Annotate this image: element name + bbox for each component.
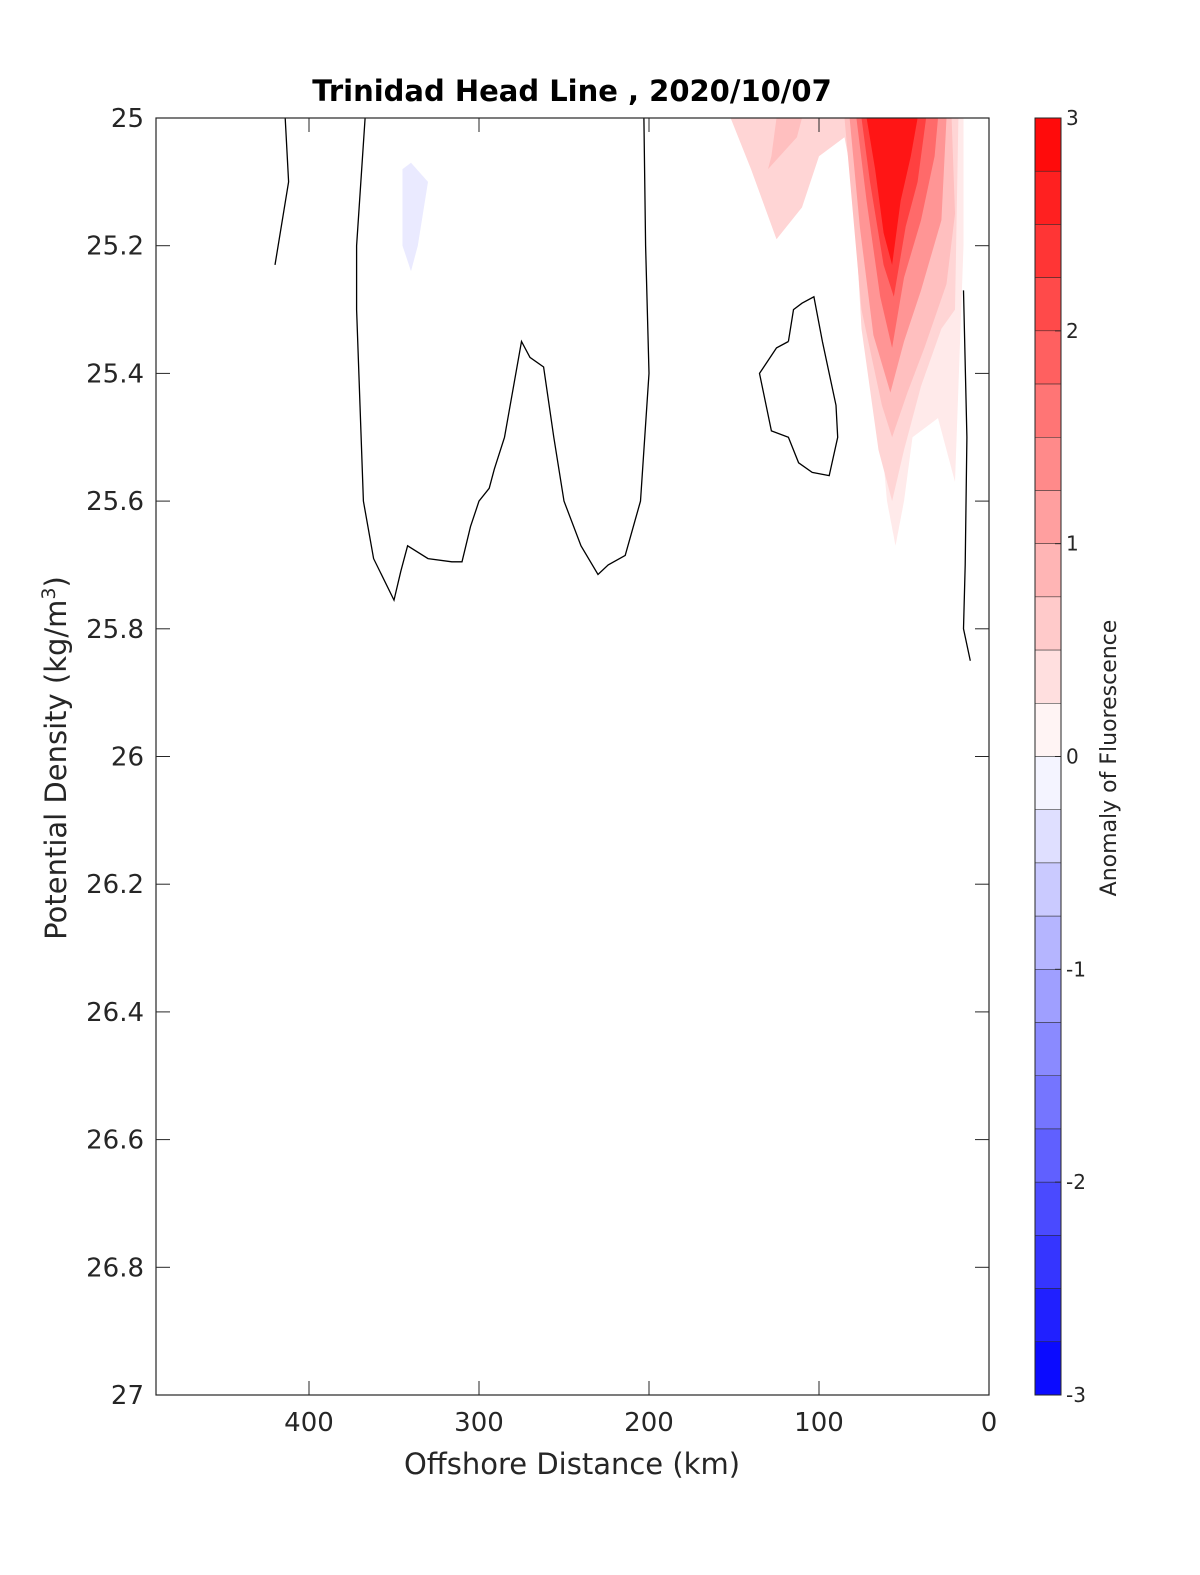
colorbar-swatch xyxy=(1034,809,1062,864)
colorbar-swatch xyxy=(1034,277,1062,332)
colorbar-swatch xyxy=(1034,1022,1062,1077)
y-axis-ticks: 25 25.2 25.4 25.6 25.8 26 26.2 26.4 26.6 26.8 27 xyxy=(86,104,989,1411)
y-tick-label: 26.4 xyxy=(86,998,144,1028)
colorbar-swatch xyxy=(1034,117,1062,172)
colorbar-label: Anomaly of Fluorescence xyxy=(1097,620,1122,897)
colorbar-tick-label: 1 xyxy=(1066,532,1079,556)
colorbar-swatch xyxy=(1034,703,1062,757)
y-tick-label: 25.4 xyxy=(86,359,144,389)
colorbar-swatch xyxy=(1034,969,1062,1023)
colorbar-swatch xyxy=(1034,1341,1062,1396)
chart-title: Trinidad Head Line , 2020/10/07 xyxy=(312,74,832,108)
colorbar-swatch xyxy=(1034,915,1062,970)
colorbar-swatch xyxy=(1034,1128,1062,1183)
y-axis-label-close: ) xyxy=(39,576,73,587)
colorbar-ticks: 3 2 1 0 -1 -2 -3 xyxy=(1055,106,1086,1407)
colorbar-swatch xyxy=(1034,756,1062,810)
colorbar-swatch xyxy=(1034,1288,1062,1343)
x-tick-label: 400 xyxy=(284,1408,334,1438)
colorbar-tick-label: 2 xyxy=(1066,319,1079,343)
x-tick-label: 200 xyxy=(624,1408,674,1438)
y-tick-label: 26.6 xyxy=(86,1126,144,1156)
y-tick-label: 25 xyxy=(111,104,144,134)
colorbar: 3 2 1 0 -1 -2 -3 Anomaly of Fluorescence xyxy=(1034,106,1122,1407)
y-tick-label: 26.2 xyxy=(86,870,144,900)
colorbar-swatch xyxy=(1034,1235,1062,1289)
x-axis-ticks: 400 300 200 100 0 xyxy=(284,118,997,1438)
zero-contour-3 xyxy=(962,290,971,661)
y-axis-label-main: Potential Density (kg/m xyxy=(39,600,73,940)
y-axis-label: Potential Density (kg/m3) xyxy=(38,576,73,940)
colorbar-swatch xyxy=(1034,862,1062,917)
colorbar-tick-label: -3 xyxy=(1066,1383,1086,1407)
x-axis-label: Offshore Distance (km) xyxy=(404,1447,740,1481)
filled-contours xyxy=(402,118,964,546)
colorbar-swatch xyxy=(1034,224,1062,278)
anomaly-region-8 xyxy=(402,162,428,272)
zero-contour-0 xyxy=(274,117,290,266)
y-tick-label: 25.2 xyxy=(86,232,144,262)
plot-background xyxy=(156,118,989,1395)
colorbar-swatch xyxy=(1034,330,1062,385)
anomaly-region-7 xyxy=(866,118,918,265)
colorbar-swatch xyxy=(1034,543,1062,598)
colorbar-swatch xyxy=(1034,1075,1062,1130)
zero-contour-2 xyxy=(758,295,839,477)
anomaly-region-2 xyxy=(768,118,802,170)
y-tick-label: 27 xyxy=(111,1381,144,1411)
colorbar-swatch xyxy=(1034,1181,1062,1236)
colorbar-tick-label: 3 xyxy=(1066,106,1079,130)
y-tick-label: 25.6 xyxy=(86,487,144,517)
colorbar-tick-label: 0 xyxy=(1066,745,1079,769)
x-tick-label: 0 xyxy=(981,1408,998,1438)
y-axis-label-superscript: 3 xyxy=(38,587,60,599)
colorbar-tick-label: -2 xyxy=(1066,1170,1086,1194)
colorbar-swatch xyxy=(1034,383,1062,438)
x-tick-label: 100 xyxy=(794,1408,844,1438)
plot-area: 400 300 200 100 0 25 25.2 25.4 25.6 25.8 26 26.2 26… xyxy=(86,104,997,1438)
colorbar-swatch xyxy=(1034,649,1062,704)
colorbar-swatches xyxy=(1034,117,1062,1396)
y-tick-label: 26 xyxy=(111,743,144,773)
zero-contour-lines xyxy=(274,117,971,661)
colorbar-swatch xyxy=(1034,596,1062,651)
colorbar-swatch xyxy=(1034,490,1062,544)
colorbar-swatch xyxy=(1034,437,1062,491)
zero-contour-1 xyxy=(355,117,650,603)
colorbar-swatch xyxy=(1034,170,1062,225)
y-tick-label: 26.8 xyxy=(86,1253,144,1283)
x-tick-label: 300 xyxy=(454,1408,504,1438)
y-tick-label: 25.8 xyxy=(86,615,144,645)
colorbar-tick-label: -1 xyxy=(1066,957,1086,981)
